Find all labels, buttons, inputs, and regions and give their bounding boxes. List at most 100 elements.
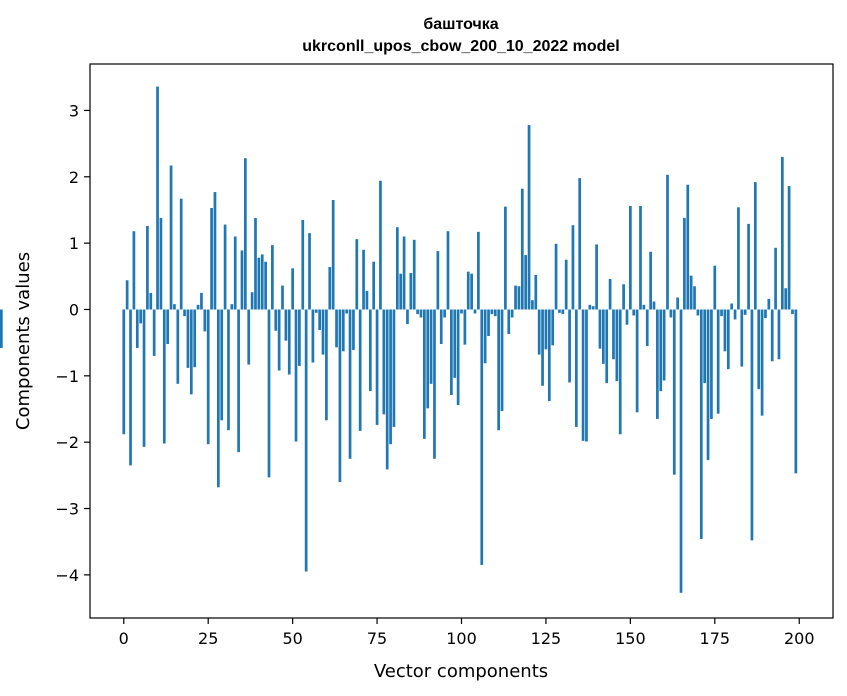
bar [750,309,754,541]
bar [156,86,159,310]
bar [642,304,646,310]
bar [723,309,727,352]
bar [578,178,582,310]
bar [625,309,629,325]
bar [764,309,767,319]
bar [335,309,338,348]
bar [284,309,288,341]
bar [345,309,349,314]
bar [301,219,305,310]
bar [493,309,497,317]
bar [173,304,176,310]
bar [223,224,227,310]
bar [507,309,511,335]
bar [480,309,484,565]
bar [433,309,436,459]
bar [368,309,372,392]
bar [598,309,602,349]
bar [291,268,294,310]
bar [162,309,166,444]
bar [294,309,298,442]
bar [483,309,487,364]
bar [338,309,342,482]
bar [517,286,521,310]
y-tick-label: −2 [55,433,79,452]
y-tick-label: 0 [69,300,79,319]
bar [132,231,136,310]
y-tick-label: −4 [55,566,79,585]
ticks-group: 0 25 50 75 100 125 150 175 200 −4 −3 −2 −1 0 1 2 3 [55,101,814,648]
bar [382,309,386,415]
bar [463,309,467,345]
bar [402,236,406,310]
bar [659,309,663,392]
bar [254,217,257,310]
bar [757,309,761,390]
bar [125,280,129,310]
bar [737,207,740,310]
bar [791,309,794,315]
bar [169,165,173,310]
bar [213,192,217,310]
bar [713,265,717,310]
bar [159,217,163,310]
bar [152,309,156,356]
bar [166,309,170,344]
bar [696,309,700,316]
bar [564,259,568,310]
bar [314,309,318,313]
bar [561,309,565,315]
bar [392,309,396,427]
bar [784,288,788,310]
bar [439,309,443,344]
bar [490,309,494,315]
bar [652,301,656,310]
bar [470,273,473,310]
bar [612,309,615,360]
bar [547,309,551,402]
bar [355,239,359,310]
bar [649,251,652,310]
y-tick-label: 3 [69,101,79,120]
bar [500,309,504,411]
bar [558,309,561,313]
bar [608,278,612,310]
bar [176,309,180,384]
bar [537,309,541,355]
bar [135,309,139,348]
bar [551,309,555,346]
bar [534,274,538,310]
y-tick-label: 2 [69,168,79,187]
bar [730,303,734,310]
bar [720,309,723,317]
bar [321,309,325,355]
bar [298,309,301,366]
bar [672,309,676,475]
bar [341,309,345,352]
y-tick-label: 1 [69,234,79,253]
bar [318,309,321,331]
bar [524,255,528,310]
bar [497,309,500,431]
bar [179,198,183,310]
bar [267,309,271,478]
bar [662,309,666,381]
bar [0,309,3,348]
bar [591,306,595,310]
bar [466,271,470,310]
bar [237,309,240,453]
bar [710,309,713,419]
bar [554,243,558,310]
y-tick-label: −3 [55,500,79,519]
bar [531,300,534,310]
bar [635,309,639,413]
bar [129,309,132,466]
bar [426,309,430,409]
bar [186,309,190,368]
bar [487,309,490,337]
bar [142,309,146,447]
bar [703,309,707,384]
bar [676,297,679,310]
bar [581,309,585,441]
bar [216,309,220,488]
